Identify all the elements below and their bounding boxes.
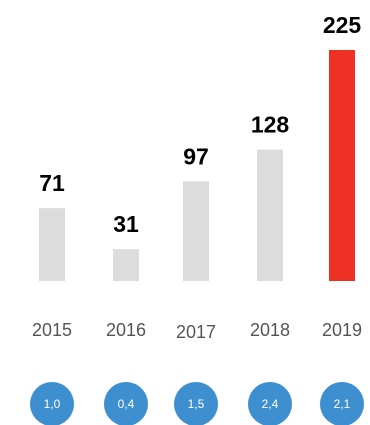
indicator-circle-2017: [174, 382, 218, 425]
value-label-2017: 97: [183, 143, 209, 169]
value-label-2019: 225: [323, 12, 362, 38]
bar-2017: [183, 181, 209, 281]
year-label-2016: 2016: [106, 320, 146, 340]
indicator-label-2018: 2,4: [262, 397, 279, 411]
indicator-circle-2016: [104, 382, 148, 425]
bar-2019: [329, 50, 355, 281]
year-label-2015: 2015: [32, 320, 72, 340]
indicator-circle-2019: [320, 382, 364, 425]
year-label-2019: 2019: [322, 320, 362, 340]
value-label-2016: 31: [113, 211, 139, 237]
indicator-label-2016: 0,4: [118, 397, 135, 411]
value-label-2015: 71: [39, 170, 65, 196]
indicator-label-2015: 1,0: [44, 397, 61, 411]
indicator-circle-2015: [30, 382, 74, 425]
bar-2016: [113, 249, 139, 281]
value-label-2018: 128: [251, 112, 290, 138]
bar-2015: [39, 208, 65, 281]
bar-2018: [257, 149, 283, 281]
indicator-label-2019: 2,1: [334, 397, 351, 411]
year-label-2018: 2018: [250, 320, 290, 340]
indicator-label-2017: 1,5: [188, 397, 205, 411]
year-label-2017: 2017: [176, 322, 216, 342]
indicator-circle-2018: [248, 382, 292, 425]
